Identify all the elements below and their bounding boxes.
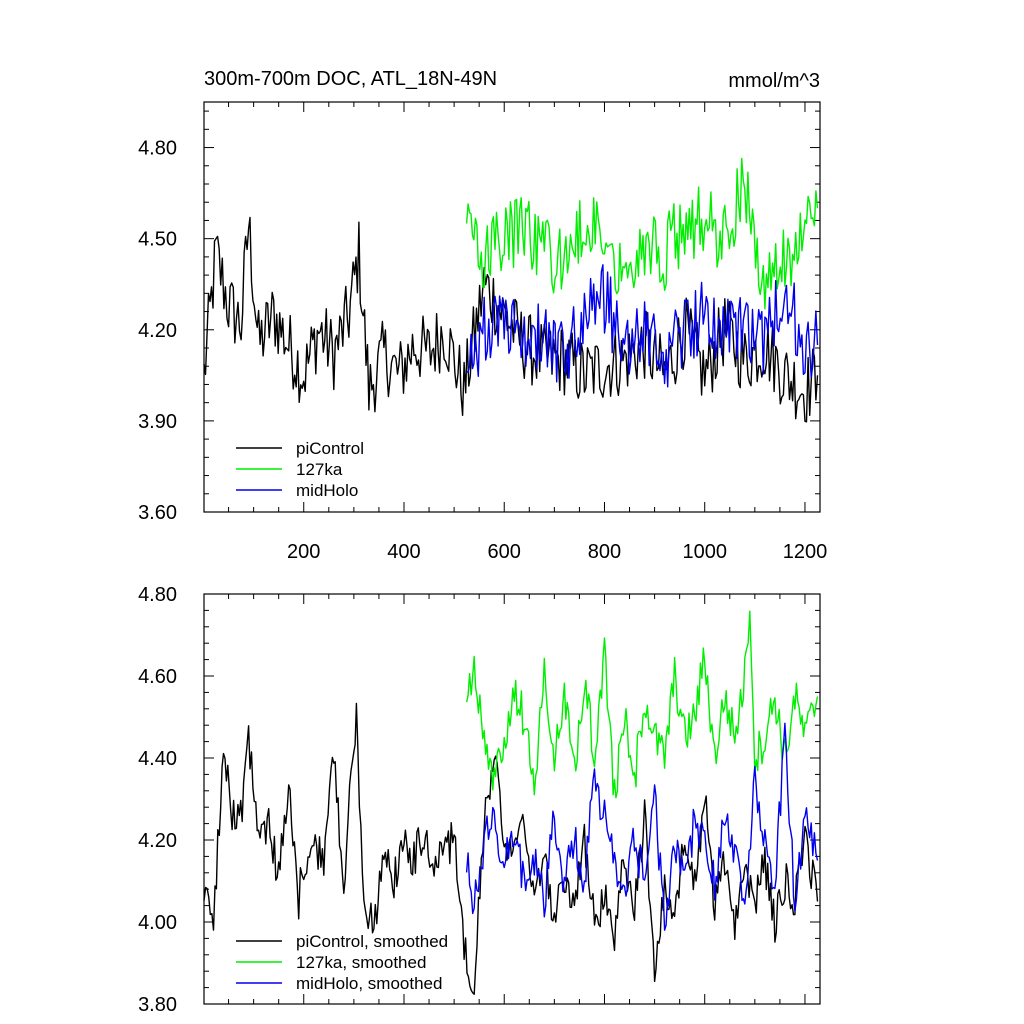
y-tick-label: 3.60: [138, 502, 177, 524]
x-tick-label: 200: [287, 541, 320, 563]
x-tick-label: 1000: [682, 541, 727, 563]
series-line-midholo: [466, 264, 819, 388]
x-tick-label: 1200: [783, 541, 828, 563]
legend-label: 127ka, smoothed: [296, 953, 426, 972]
y-tick-label: 4.20: [138, 830, 177, 852]
y-tick-label: 4.50: [138, 229, 177, 251]
x-tick-label: 800: [588, 541, 621, 563]
bottom-panel-series: [203, 610, 819, 995]
y-tick-label: 4.60: [138, 666, 177, 688]
x-tick-label: 600: [488, 541, 521, 563]
top-panel-units: mmol/m^3: [728, 70, 820, 92]
legend-label: midHolo: [296, 481, 358, 500]
series-line-picontrol-smoothed: [203, 702, 819, 995]
series-line-midholo-smoothed: [465, 722, 819, 931]
legend-label: piControl, smoothed: [296, 932, 448, 951]
y-tick-label: 4.00: [138, 912, 177, 934]
series-line-127ka: [465, 157, 819, 310]
x-tick-label: 400: [387, 541, 420, 563]
bottom-panel: 3.80 4.00 4.20 4.40 4.60 4.80 piControl, smoo…: [138, 584, 821, 1016]
bottom-panel-ticks: 3.80 4.00 4.20 4.40 4.60 4.80: [138, 584, 820, 1016]
y-tick-label: 4.80: [138, 584, 177, 606]
top-panel-legend: piControl 127ka midHolo: [236, 439, 364, 500]
legend-label: 127ka: [296, 460, 343, 479]
series-line-127ka-smoothed: [465, 610, 819, 799]
top-panel: 300m-700m DOC, ATL_18N-49N mmol/m^3 200 4…: [138, 68, 827, 563]
legend-label: midHolo, smoothed: [296, 974, 442, 993]
top-panel-frame: [203, 101, 821, 513]
top-panel-title: 300m-700m DOC, ATL_18N-49N: [204, 68, 497, 90]
series-line-picontrol: [203, 216, 819, 423]
legend-label: piControl: [296, 439, 364, 458]
y-tick-label: 3.90: [138, 411, 177, 433]
bottom-panel-frame: [203, 593, 821, 1005]
y-tick-label: 4.20: [138, 320, 177, 342]
y-tick-label: 4.80: [138, 138, 177, 160]
bottom-panel-legend: piControl, smoothed 127ka, smoothed midHol…: [236, 932, 448, 993]
top-panel-ticks: 200 400 600 800 1000 1200 3.60 3.90 4.20 4.50 4.80: [138, 102, 827, 563]
y-tick-label: 3.80: [138, 994, 177, 1016]
y-tick-label: 4.40: [138, 748, 177, 770]
top-panel-series: [203, 157, 819, 423]
